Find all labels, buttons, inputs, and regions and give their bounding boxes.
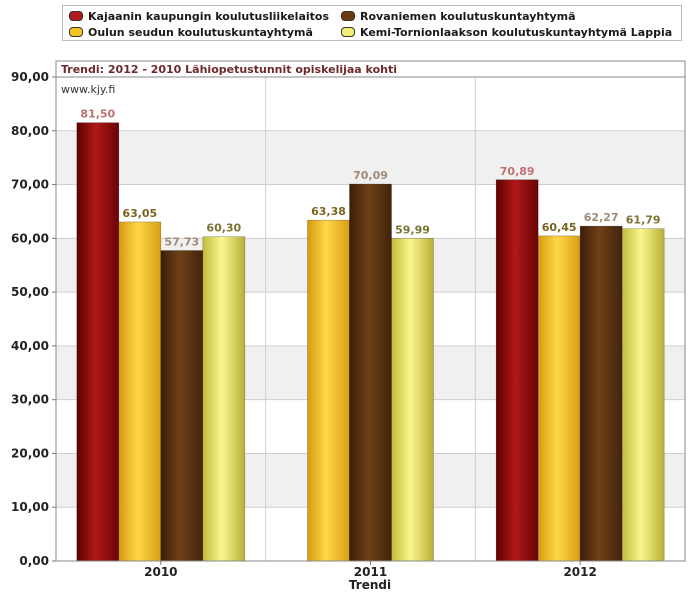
y-tick-label: 0,00 [19, 554, 49, 568]
bar [76, 122, 120, 562]
legend-swatch-lappia [341, 27, 355, 37]
bar [391, 238, 434, 562]
legend-label-oulu: Oulun seudun koulutuskuntayhtymä [88, 25, 313, 39]
legend-swatch-oulu [69, 27, 83, 37]
bar-value-label: 81,50 [80, 108, 115, 121]
plot-band [56, 77, 685, 131]
legend-label-lappia: Kemi-Tornionlaakson koulutuskuntayhtymä … [360, 25, 673, 39]
legend-item-lappia: Kemi-Tornionlaakson koulutuskuntayhtymä … [341, 24, 672, 40]
y-tick-label: 70,00 [11, 178, 49, 192]
y-tick-label: 10,00 [11, 500, 49, 514]
chart-legend: Kajaanin kaupungin koulutusliikelaitos R… [62, 5, 682, 41]
chart-subtitle: www.kjy.fi [61, 83, 115, 96]
legend-item-oulu: Oulun seudun koulutuskuntayhtymä [69, 24, 313, 40]
y-tick-label: 50,00 [11, 285, 49, 299]
y-tick-label: 60,00 [11, 231, 49, 245]
bar-value-label: 60,30 [206, 222, 241, 235]
y-tick-label: 20,00 [11, 446, 49, 460]
bar-value-label: 60,45 [542, 221, 577, 234]
bar [579, 225, 623, 562]
bar [495, 179, 539, 562]
bar [118, 221, 162, 562]
bar [307, 219, 350, 562]
legend-swatch-rovaniemi [341, 11, 355, 21]
chart-title: Trendi: 2012 - 2010 Lähiopetustunnit opi… [61, 63, 397, 76]
bar-value-label: 63,05 [122, 207, 157, 220]
x-axis-tick-labels: 2010 2011 2012 [144, 561, 597, 579]
bar-value-label: 70,09 [353, 169, 388, 182]
bar [349, 183, 392, 562]
x-tick-label: 2011 [354, 565, 387, 579]
bar-value-label: 61,79 [626, 214, 661, 227]
bar [202, 236, 246, 562]
bar [160, 250, 204, 562]
x-tick-label: 2012 [563, 565, 596, 579]
bar-value-labels: 81,50 63,05 57,73 60,30 63,38 70,09 59,99 70,89… [80, 108, 660, 249]
plot-band [56, 130, 685, 185]
x-axis-title: Trendi [349, 578, 391, 592]
bar [621, 228, 665, 562]
legend-label-rovaniemi: Rovaniemen koulutuskuntayhtymä [360, 9, 576, 23]
legend-swatch-kajaani [69, 11, 83, 21]
bar-value-label: 57,73 [164, 236, 199, 249]
x-tick-label: 2010 [144, 565, 177, 579]
bars [76, 122, 665, 562]
bar-value-label: 59,99 [395, 223, 430, 236]
y-tick-label: 80,00 [11, 124, 49, 138]
y-tick-label: 30,00 [11, 393, 49, 407]
bar-value-label: 63,38 [311, 205, 346, 218]
bar-value-label: 70,89 [500, 165, 535, 178]
y-axis-tick-labels: 0,00 10,00 20,00 30,00 40,00 50,00 60,00 70,00 8… [11, 70, 49, 568]
legend-label-kajaani: Kajaanin kaupungin koulutusliikelaitos [88, 9, 330, 23]
y-tick-label: 90,00 [11, 70, 49, 84]
bar [537, 235, 581, 562]
legend-item-kajaani: Kajaanin kaupungin koulutusliikelaitos [69, 8, 329, 24]
legend-item-rovaniemi: Rovaniemen koulutuskuntayhtymä [341, 8, 576, 24]
y-tick-label: 40,00 [11, 339, 49, 353]
bar-value-label: 62,27 [584, 211, 619, 224]
